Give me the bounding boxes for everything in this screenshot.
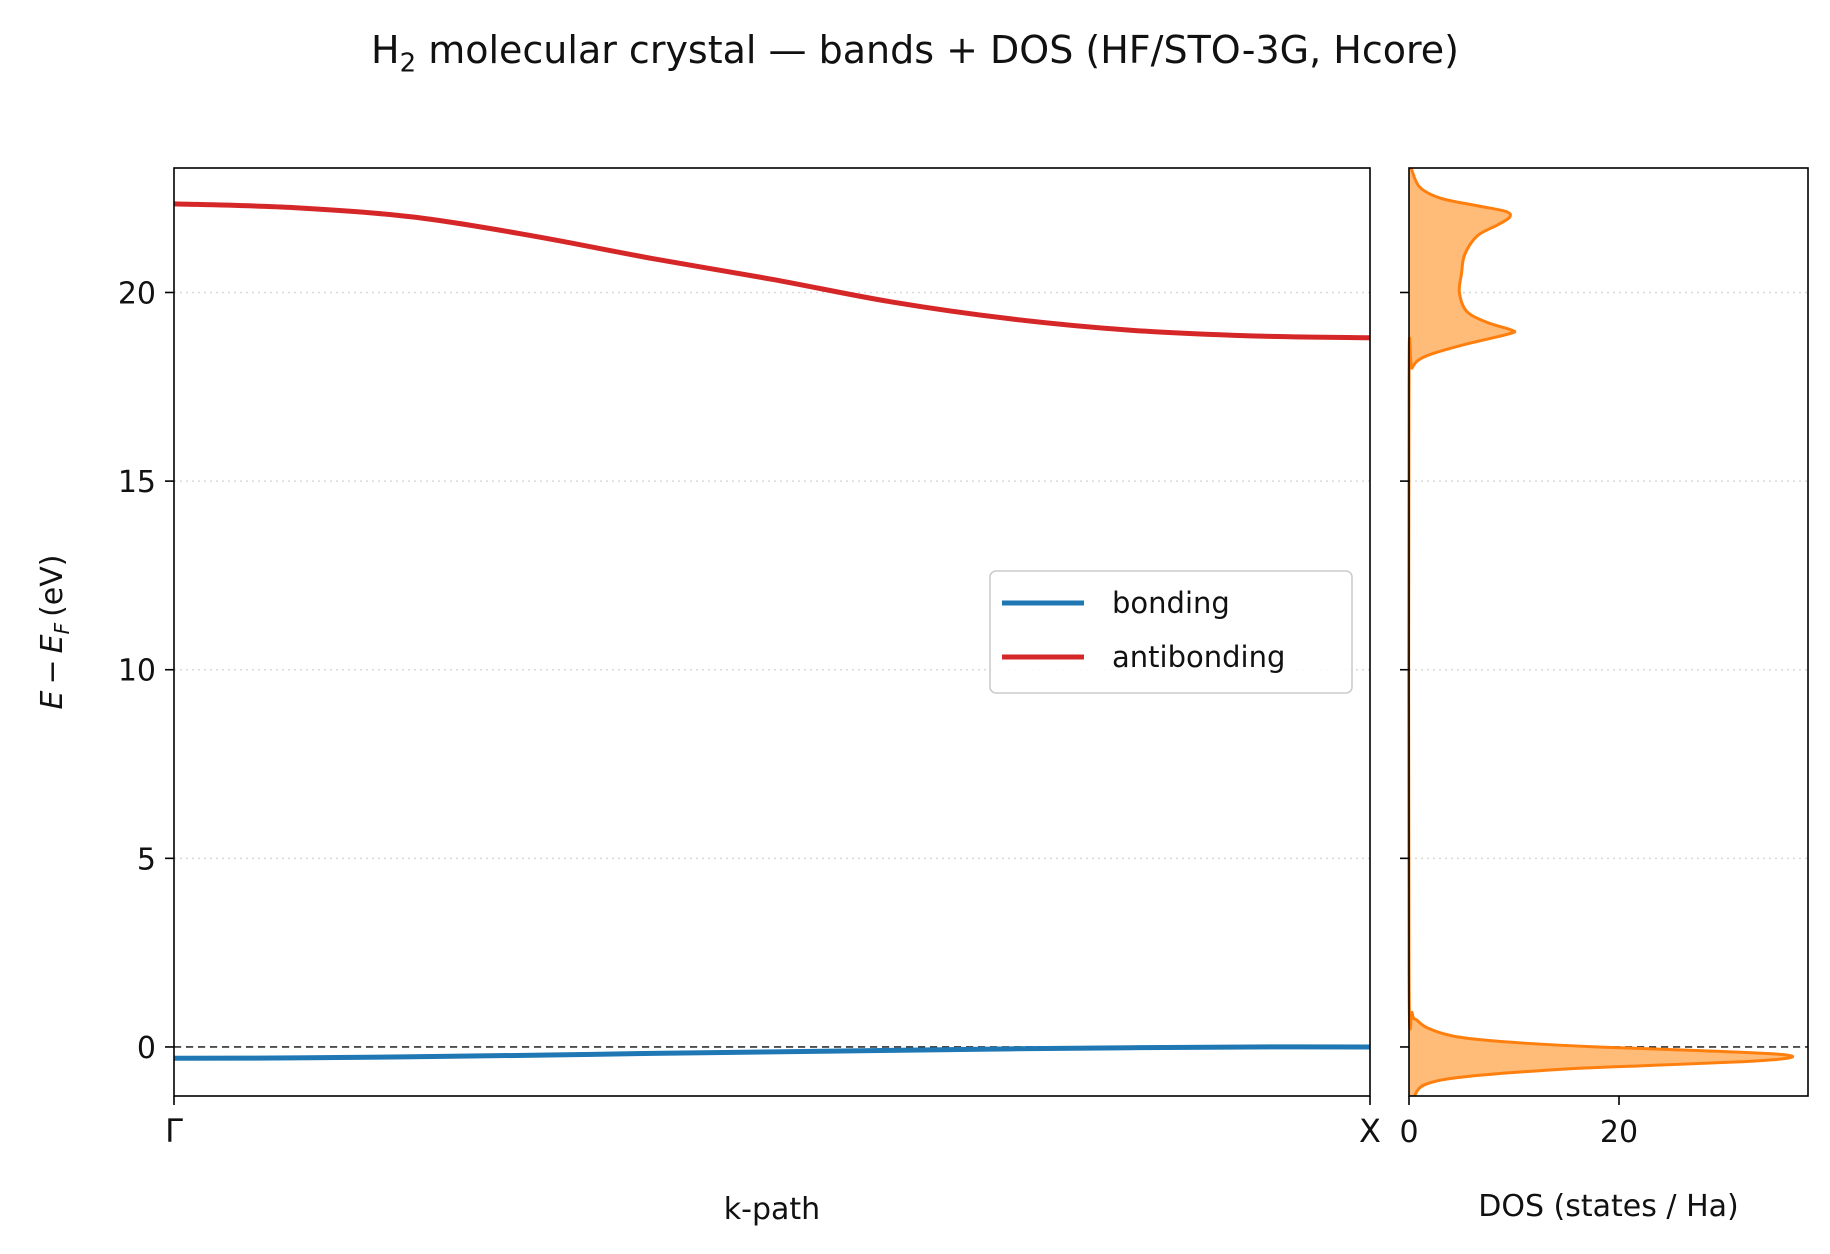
x-tick-label: X	[1359, 1112, 1381, 1150]
bands-y-axis-label: E−EF(eV)	[35, 555, 74, 710]
y-tick-label: 20	[118, 276, 156, 311]
band-bonding	[173, 1044, 1371, 1061]
legend-label-antibonding: antibonding	[1112, 640, 1285, 674]
title-rest: molecular crystal — bands + DOS (HF/STO-…	[416, 28, 1459, 72]
dos-axes-frame	[1408, 167, 1809, 1097]
y-tick-label: 15	[118, 465, 156, 500]
y-tick-label: 0	[137, 1031, 156, 1066]
bands-x-axis-label: k-path	[724, 1192, 820, 1227]
band-antibonding	[173, 201, 1371, 341]
dos-panel-marks	[1407, 167, 1795, 1098]
dos-x-tick-label: 0	[1399, 1115, 1418, 1150]
band-lines	[173, 201, 1371, 1061]
ylabel-minus: −	[35, 659, 70, 684]
title-subscript: 2	[399, 48, 417, 79]
dos-x-axis-label: DOS (states / Ha)	[1478, 1189, 1738, 1224]
legend-label-bonding: bonding	[1112, 586, 1230, 620]
grid-lines	[174, 291, 1808, 1048]
legend: bonding antibonding	[989, 570, 1353, 694]
dos-x-tick-label: 20	[1600, 1115, 1638, 1150]
bands-axes-frame	[173, 167, 1371, 1097]
chart-title: H2 molecular crystal — bands + DOS (HF/S…	[0, 28, 1830, 79]
y-tick-label: 5	[137, 842, 156, 877]
ylabel-ef: E	[35, 634, 70, 653]
x-tick-label: Γ	[165, 1112, 183, 1150]
ylabel-f-sub: F	[50, 622, 74, 634]
y-tick-label: 10	[118, 654, 156, 689]
dos-line	[1407, 167, 1795, 1098]
ylabel-e: E	[35, 690, 70, 709]
title-prefix: H	[371, 28, 400, 72]
ylabel-unit: (eV)	[35, 555, 70, 617]
dos-fill	[1408, 168, 1793, 1096]
